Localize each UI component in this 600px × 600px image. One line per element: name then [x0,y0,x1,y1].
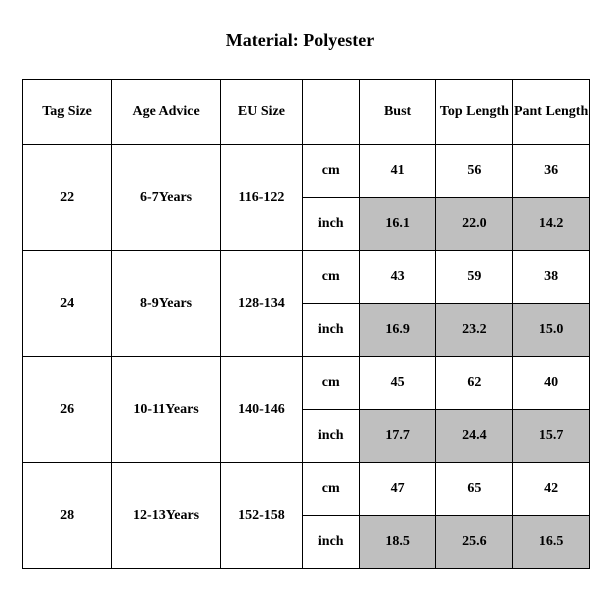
cell-pant-length: 38 [513,251,590,304]
cell-top-length: 62 [436,357,513,410]
cell-top-length: 22.0 [436,198,513,251]
cell-bust: 47 [359,463,436,516]
cell-top-length: 65 [436,463,513,516]
cell-bust: 45 [359,357,436,410]
page: Material: Polyester Tag Size Age Advice … [0,0,600,600]
cell-pant-length: 15.7 [513,410,590,463]
cell-bust: 43 [359,251,436,304]
cell-top-length: 25.6 [436,516,513,569]
cell-unit-cm: cm [302,463,359,516]
table-row: 22 6-7Years 116-122 cm 41 56 36 [23,145,590,198]
col-header-age-advice: Age Advice [112,80,221,145]
page-title: Material: Polyester [0,30,600,51]
col-header-top-length: Top Length [436,80,513,145]
cell-tag-size: 24 [23,251,112,357]
cell-top-length: 59 [436,251,513,304]
col-header-bust: Bust [359,80,436,145]
cell-pant-length: 36 [513,145,590,198]
cell-eu-size: 140-146 [221,357,303,463]
cell-pant-length: 15.0 [513,304,590,357]
cell-eu-size: 128-134 [221,251,303,357]
cell-bust: 16.1 [359,198,436,251]
cell-pant-length: 40 [513,357,590,410]
cell-age-advice: 10-11Years [112,357,221,463]
table-body: 22 6-7Years 116-122 cm 41 56 36 inch 16.… [23,145,590,569]
cell-bust: 16.9 [359,304,436,357]
cell-tag-size: 26 [23,357,112,463]
cell-unit-cm: cm [302,145,359,198]
cell-unit-inch: inch [302,516,359,569]
cell-age-advice: 8-9Years [112,251,221,357]
cell-eu-size: 152-158 [221,463,303,569]
cell-tag-size: 28 [23,463,112,569]
cell-top-length: 23.2 [436,304,513,357]
cell-tag-size: 22 [23,145,112,251]
cell-bust: 18.5 [359,516,436,569]
table-row: 28 12-13Years 152-158 cm 47 65 42 [23,463,590,516]
col-header-pant-length: Pant Length [513,80,590,145]
cell-age-advice: 6-7Years [112,145,221,251]
cell-age-advice: 12-13Years [112,463,221,569]
col-header-tag-size: Tag Size [23,80,112,145]
cell-pant-length: 14.2 [513,198,590,251]
table-row: 24 8-9Years 128-134 cm 43 59 38 [23,251,590,304]
cell-eu-size: 116-122 [221,145,303,251]
col-header-eu-size: EU Size [221,80,303,145]
cell-unit-inch: inch [302,198,359,251]
size-table-wrap: Tag Size Age Advice EU Size Bust Top Len… [0,79,600,569]
cell-bust: 17.7 [359,410,436,463]
table-row: 26 10-11Years 140-146 cm 45 62 40 [23,357,590,410]
cell-top-length: 24.4 [436,410,513,463]
cell-pant-length: 16.5 [513,516,590,569]
cell-bust: 41 [359,145,436,198]
cell-unit-inch: inch [302,410,359,463]
cell-unit-cm: cm [302,251,359,304]
col-header-unit [302,80,359,145]
cell-pant-length: 42 [513,463,590,516]
cell-unit-inch: inch [302,304,359,357]
size-table: Tag Size Age Advice EU Size Bust Top Len… [22,79,590,569]
cell-unit-cm: cm [302,357,359,410]
cell-top-length: 56 [436,145,513,198]
table-header-row: Tag Size Age Advice EU Size Bust Top Len… [23,80,590,145]
